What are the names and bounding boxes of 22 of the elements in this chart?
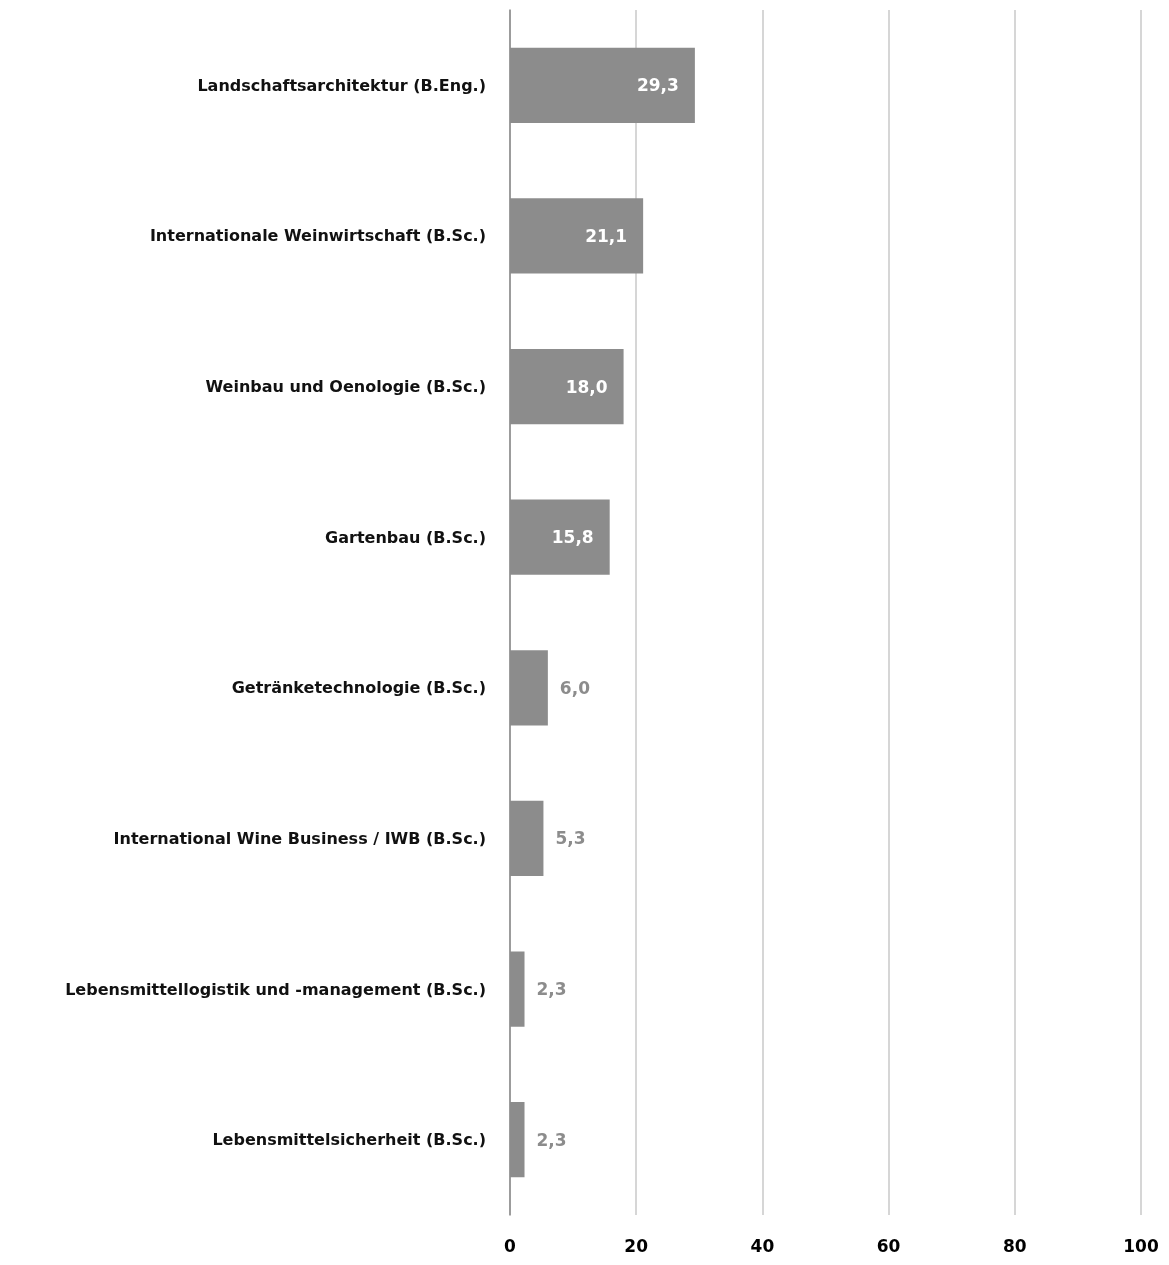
- data-label: 15,8: [551, 527, 594, 548]
- x-tick-label: 20: [624, 1235, 649, 1256]
- data-label: 29,3: [636, 75, 679, 96]
- y-tick-label: Gartenbau (B.Sc.): [325, 527, 486, 547]
- data-label: 21,1: [585, 225, 628, 246]
- x-tick-label: 0: [504, 1235, 517, 1256]
- y-tick-label: Lebensmittellogistik und -management (B.Sc.): [65, 979, 486, 999]
- x-tick-label: 100: [1123, 1235, 1159, 1256]
- data-label: 2,3: [536, 979, 567, 1000]
- y-tick-label: Weinbau und Oenologie (B.Sc.): [205, 377, 486, 397]
- data-label: 6,0: [559, 677, 591, 698]
- y-tick-label: Landschaftsarchitektur (B.Eng.): [197, 75, 486, 95]
- x-tick-label: 80: [1002, 1235, 1027, 1256]
- data-label: 18,0: [565, 376, 608, 397]
- y-tick-label: Getränketechnologie (B.Sc.): [231, 678, 486, 698]
- data-label: 5,3: [555, 828, 586, 849]
- x-tick-label: 60: [876, 1235, 901, 1256]
- data-label: 2,3: [536, 1129, 567, 1150]
- x-tick-label: 40: [750, 1235, 775, 1256]
- y-tick-label: Internationale Weinwirtschaft (B.Sc.): [149, 226, 486, 246]
- y-tick-label: International Wine Business / IWB (B.Sc.): [113, 828, 486, 848]
- y-tick-label: Lebensmittelsicherheit (B.Sc.): [212, 1130, 486, 1150]
